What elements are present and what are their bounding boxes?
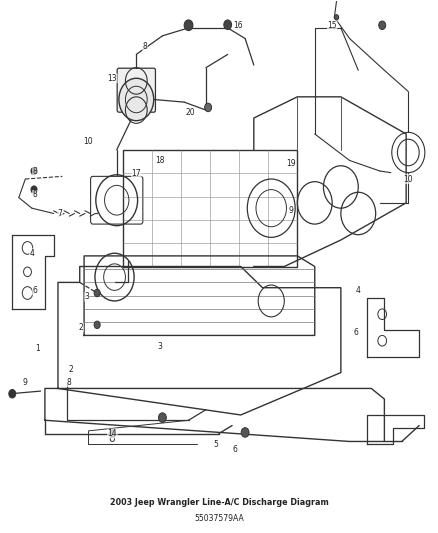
Text: 15: 15 bbox=[327, 21, 337, 30]
Circle shape bbox=[94, 289, 100, 297]
Text: 8: 8 bbox=[67, 377, 71, 386]
Text: 10: 10 bbox=[403, 174, 413, 183]
Text: 3: 3 bbox=[158, 342, 162, 351]
Text: 18: 18 bbox=[155, 156, 165, 165]
Text: 17: 17 bbox=[131, 169, 141, 178]
Circle shape bbox=[159, 413, 166, 422]
Circle shape bbox=[9, 390, 16, 398]
Text: 8: 8 bbox=[32, 166, 37, 175]
Circle shape bbox=[224, 20, 232, 29]
Circle shape bbox=[94, 321, 100, 328]
Text: 13: 13 bbox=[108, 74, 117, 83]
Text: 6: 6 bbox=[32, 286, 37, 295]
Circle shape bbox=[119, 78, 154, 120]
Text: 8: 8 bbox=[32, 190, 37, 199]
Text: 20: 20 bbox=[186, 108, 195, 117]
Text: 5: 5 bbox=[213, 440, 219, 449]
Text: 2: 2 bbox=[79, 323, 83, 332]
Text: 7: 7 bbox=[58, 209, 63, 218]
Circle shape bbox=[184, 20, 193, 30]
Text: 8: 8 bbox=[143, 42, 148, 51]
Text: 9: 9 bbox=[288, 206, 293, 215]
Text: 1: 1 bbox=[35, 344, 40, 353]
Circle shape bbox=[241, 427, 249, 437]
Circle shape bbox=[334, 14, 339, 20]
Circle shape bbox=[379, 21, 386, 29]
Text: 4: 4 bbox=[356, 286, 361, 295]
Circle shape bbox=[110, 430, 116, 437]
Circle shape bbox=[31, 186, 37, 193]
Text: 14: 14 bbox=[108, 429, 117, 438]
Circle shape bbox=[31, 167, 37, 175]
Circle shape bbox=[205, 103, 212, 112]
Text: 6: 6 bbox=[353, 328, 359, 337]
FancyBboxPatch shape bbox=[117, 68, 155, 112]
Text: 2003 Jeep Wrangler Line-A/C Discharge Diagram: 2003 Jeep Wrangler Line-A/C Discharge Di… bbox=[110, 498, 328, 507]
Text: 55037579AA: 55037579AA bbox=[194, 514, 244, 523]
Text: 6: 6 bbox=[233, 445, 237, 454]
Text: 4: 4 bbox=[29, 249, 34, 258]
Text: 19: 19 bbox=[286, 159, 296, 167]
Text: 10: 10 bbox=[84, 138, 93, 147]
Text: 3: 3 bbox=[85, 292, 89, 301]
Text: 16: 16 bbox=[233, 21, 243, 30]
Text: 9: 9 bbox=[23, 377, 28, 386]
Text: 2: 2 bbox=[69, 366, 74, 374]
